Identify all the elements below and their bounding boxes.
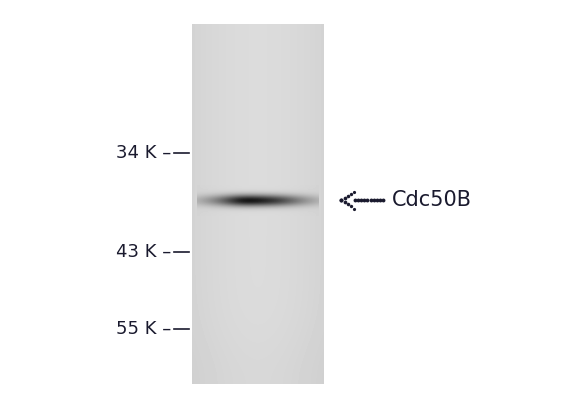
Text: 43 K –: 43 K – [116,243,172,261]
Text: Cdc50B: Cdc50B [392,191,472,210]
Text: 55 K –: 55 K – [116,320,172,338]
Text: 34 K –: 34 K – [116,144,172,162]
